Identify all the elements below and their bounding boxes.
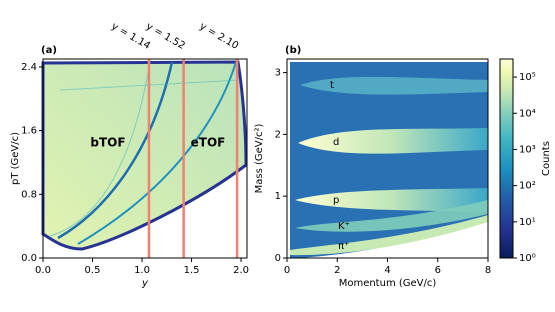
boundary-label: y = 1.52 [144, 21, 187, 52]
x-tick-label: 0.5 [85, 265, 101, 276]
panel-label: (a) [41, 45, 57, 56]
x-tick-label: 1.5 [184, 265, 200, 276]
y-tick-label: 3 [275, 68, 281, 79]
y-tick-label: 0 [275, 253, 281, 264]
y-tick-label: 0.8 [21, 189, 37, 200]
x-tick-label: 2 [334, 265, 340, 276]
x-tick-label: 2.0 [233, 265, 249, 276]
boundary-label: y = 2.10 [198, 21, 241, 52]
y-tick-label: 2.4 [21, 62, 37, 73]
colorbar-tick-label: 10⁰ [519, 253, 536, 264]
colorbar-tick-label: 10⁴ [519, 108, 536, 119]
y-tick-label: 0.0 [21, 253, 37, 264]
x-tick-label: 8 [485, 265, 491, 276]
colorbar-tick-label: 10³ [519, 144, 536, 155]
density-a [41, 60, 248, 251]
x-tick-label: 1.0 [134, 265, 150, 276]
particle-label: K⁺ [338, 221, 350, 232]
panel-label: (b) [285, 45, 301, 56]
y-tick-label: 1 [275, 191, 281, 202]
density-b [290, 62, 488, 258]
x-axis-label: y [141, 278, 149, 289]
colorbar-tick-label: 10² [519, 181, 536, 192]
x-axis-label: Momentum (GeV/c) [339, 278, 437, 289]
colorbar-tick-label: 10¹ [519, 217, 536, 228]
region-label: eTOF [191, 136, 226, 150]
y-axis-label: Mass (GeV/c²) [254, 124, 265, 194]
y-axis-label: pT (GeV/c) [10, 132, 21, 185]
particle-label: t [330, 80, 334, 91]
y-tick-label: 2 [275, 129, 281, 140]
y-tick-label: 1.6 [21, 126, 37, 137]
region-label: bTOF [90, 136, 125, 150]
particle-label: π⁺ [338, 241, 349, 252]
colorbar-label: Counts [541, 141, 552, 176]
x-tick-label: 0.0 [35, 265, 51, 276]
boundary-label: y = 1.14 [109, 21, 152, 52]
plot-frame [42, 58, 248, 259]
colorbar [499, 58, 514, 259]
x-tick-label: 0 [284, 265, 290, 276]
particle-label: d [333, 137, 339, 148]
colorbar-tick-label: 10⁵ [519, 72, 536, 83]
particle-label: p [333, 195, 339, 206]
x-tick-label: 6 [435, 265, 441, 276]
x-tick-label: 4 [384, 265, 390, 276]
